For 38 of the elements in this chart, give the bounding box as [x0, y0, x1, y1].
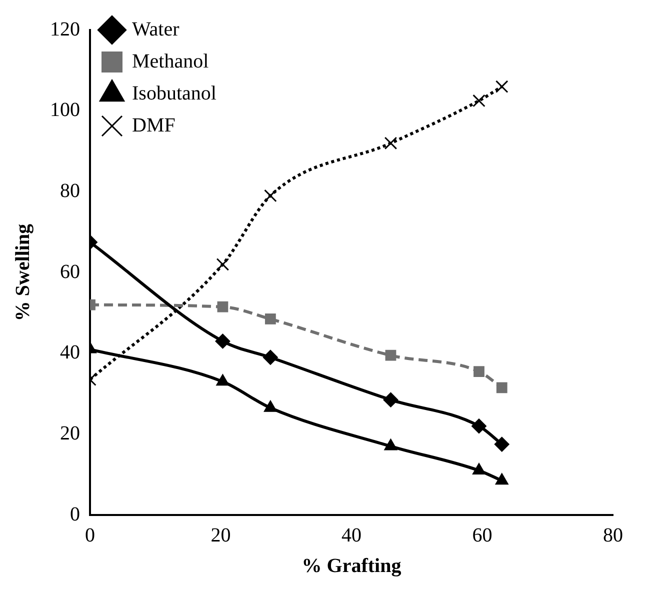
point: [264, 314, 276, 324]
point: [384, 438, 398, 450]
point: [262, 350, 278, 365]
y-tick-label: 100: [50, 99, 80, 122]
point: [216, 374, 230, 386]
x-tick-label: 80: [603, 524, 623, 546]
point: [264, 189, 277, 202]
y-tick-label: 120: [50, 18, 80, 40]
x-tick-label: 40: [342, 524, 362, 546]
y-tick-label: 80: [60, 180, 80, 202]
point: [495, 80, 508, 93]
point: [384, 136, 398, 150]
point: [216, 258, 230, 271]
legend-label: DMF: [132, 114, 176, 136]
point: [215, 334, 230, 349]
legend-label: Isobutanol: [132, 82, 217, 104]
x-axis-title: % Grafting: [302, 555, 402, 578]
y-axis-title: % Swelling: [12, 224, 34, 322]
x-tick-label: 60: [472, 524, 492, 546]
point: [472, 463, 486, 475]
y-tick-label: 20: [60, 422, 80, 444]
y-tick-label: 40: [60, 342, 80, 364]
point: [471, 418, 486, 434]
point: [474, 366, 484, 377]
x-tick-label: 0: [85, 524, 95, 546]
point: [494, 436, 510, 452]
point: [472, 94, 486, 108]
y-tick-label: 0: [70, 503, 80, 526]
point: [496, 382, 508, 394]
y-tick-label: 60: [60, 260, 80, 283]
legend-label: Water: [132, 18, 180, 40]
point: [385, 350, 396, 361]
point: [383, 392, 398, 408]
x-tick-label: 20: [210, 524, 231, 546]
point: [217, 301, 228, 312]
point: [264, 400, 277, 412]
legend-label: Methanol: [132, 50, 210, 72]
point: [495, 473, 508, 485]
